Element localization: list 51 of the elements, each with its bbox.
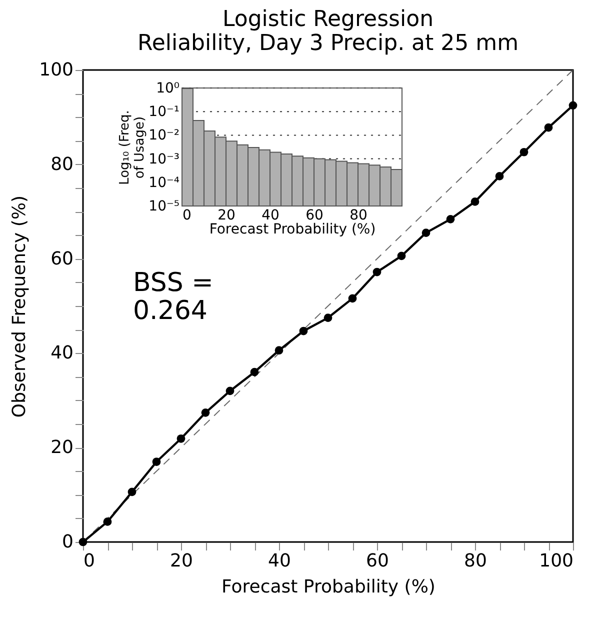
y-tick-label: 40 — [50, 342, 74, 364]
x-axis-title: Forecast Probability (%) — [222, 576, 436, 598]
x-tick-label: 40 — [268, 550, 291, 572]
point — [470, 198, 480, 206]
y-tick-label: 10⁻⁵ — [148, 198, 180, 214]
x-tick-label: 0 — [182, 208, 192, 224]
point — [568, 101, 578, 110]
x-tick-label: 60 — [306, 208, 324, 224]
x-tick-label: 0 — [84, 550, 95, 572]
y-tick-label: 10⁻³ — [148, 151, 180, 168]
point — [446, 214, 455, 224]
y-axis-title: Log₁₀ (Freq. of Usage) — [118, 110, 148, 185]
y-tick-label: 10⁻² — [148, 128, 180, 144]
y-tick-label: 20 — [50, 437, 74, 458]
point — [397, 252, 406, 260]
y-tick-label: 10⁻⁴ — [148, 174, 180, 191]
point — [299, 326, 308, 336]
x-tick-label: 100 — [539, 550, 574, 572]
point — [348, 294, 357, 303]
x-tick-label: 20 — [218, 208, 236, 224]
point — [422, 228, 430, 238]
point — [103, 518, 112, 526]
point — [544, 123, 553, 132]
y-tick-label: 100 — [39, 60, 74, 80]
x-tick-label: 80 — [464, 550, 487, 572]
point — [152, 458, 161, 466]
point — [324, 314, 332, 322]
point — [495, 172, 504, 180]
point — [78, 538, 88, 546]
x-axis-title: Forecast Probability (%) — [209, 222, 376, 238]
point — [176, 434, 186, 443]
y-tick-label: 80 — [50, 154, 74, 175]
y-tick-label: 60 — [50, 248, 74, 270]
text: Reliability, Day 3 Precip. at 25 mm — [138, 31, 518, 56]
point — [128, 488, 136, 496]
text: Logistic Regression — [222, 7, 434, 32]
x-tick-label: 40 — [262, 208, 280, 224]
point — [226, 386, 234, 396]
point — [201, 408, 210, 417]
y-tick-label: 10⁰ — [156, 80, 180, 96]
point — [274, 346, 284, 355]
y-tick-label: 10⁻¹ — [148, 104, 180, 120]
x-tick-label: 20 — [170, 550, 193, 572]
point — [520, 148, 528, 156]
y-tick-label: 0 — [62, 532, 74, 552]
point — [372, 268, 382, 276]
x-tick-label: 60 — [366, 550, 389, 572]
x-tick-label: 80 — [350, 208, 368, 224]
point — [250, 368, 259, 376]
y-axis-title: Observed Frequency (%) — [9, 195, 30, 418]
annotation: BSS = 0.264 — [133, 268, 214, 326]
